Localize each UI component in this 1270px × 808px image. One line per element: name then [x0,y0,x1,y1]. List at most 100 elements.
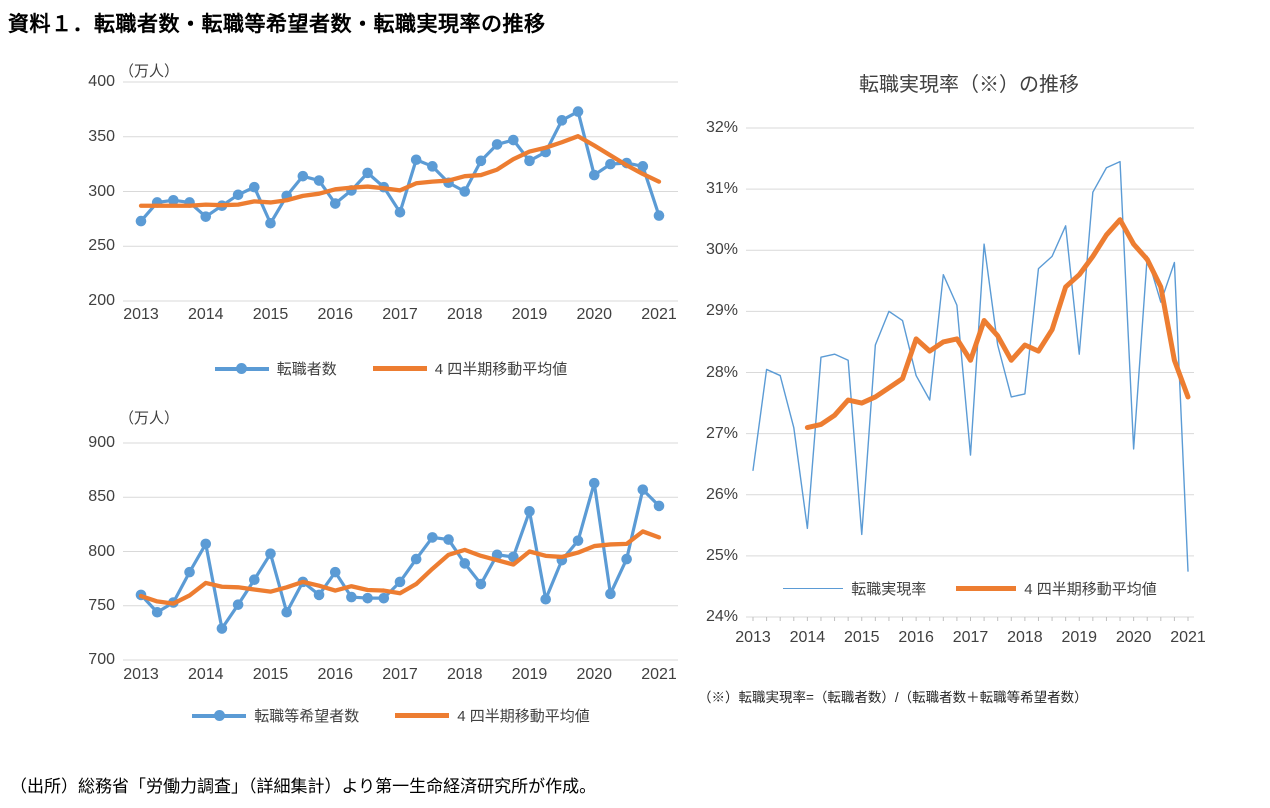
thin-line-icon [783,587,844,590]
dot-icon [236,363,248,374]
line-marker-icon [214,363,269,374]
y-tick-label: 27% [705,424,738,442]
line-icon [372,366,427,371]
chart-kibousha: （万人） 転職等希望者数 4 四半期移動平均値 900 850 800 750 700 2… [88,405,687,740]
data-point-marker [378,592,390,604]
legend-item: 4 四半期移動平均値 [372,358,568,379]
legend-label: 転職実現率 [851,581,927,598]
x-tick-label: 2013 [123,666,159,683]
data-point-marker [394,207,406,218]
x-tick-label: 2014 [187,666,224,683]
x-tick-label: 2017 [382,306,418,323]
data-point-marker [605,158,616,170]
x-tick-label: 2014 [187,306,224,323]
data-point-marker [151,606,163,618]
data-point-marker [637,484,649,495]
data-point-marker [200,538,212,550]
data-point-marker [232,599,244,610]
line-marker-icon [192,710,247,721]
x-tick-label: 2017 [952,629,989,646]
y-tick-label: 28% [705,363,738,381]
legend-jitsugenritsu: 転職実現率 4 四半期移動平均値 [746,578,1194,599]
page-title: 資料１．転職者数・転職等希望者数・転職実現率の推移 [8,13,546,36]
legend-label: 4 四半期移動平均値 [434,361,568,378]
data-point-marker [475,578,487,590]
data-point-marker [249,574,260,586]
formula-note: （※）転職実現率=（転職者数）/（転職者数＋転職等希望者数） [698,690,1088,705]
data-point-marker [524,155,535,167]
x-tick-label: 2021 [641,666,677,683]
x-tick-label: 2018 [446,666,483,683]
data-point-marker [556,115,568,126]
data-point-marker [362,167,373,179]
x-tick-label: 2018 [1007,629,1043,646]
x-tick-label: 2016 [317,306,354,323]
data-point-marker [265,548,276,559]
chart-canvas [123,442,678,661]
y-tick-label: 29% [705,302,738,320]
data-point-marker [508,134,519,146]
data-point-marker [475,155,487,167]
x-tick-label: 2014 [789,629,826,646]
x-tick-label: 2018 [446,306,483,323]
chart-jitsugenritsu: 転職実現率（※）の推移 転職実現率 4 四半期移動平均値 （※）転職実現率=（転… [688,58,1250,716]
line-icon [956,586,1017,591]
data-point-marker [313,175,325,186]
legend-item: 転職者数 [214,358,337,379]
series-line-1 [138,529,662,606]
data-point-marker [200,211,212,222]
data-point-marker [410,154,422,166]
data-point-marker [427,532,438,543]
data-point-marker [329,198,341,209]
data-point-marker [653,210,665,221]
legend-label: 転職等希望者数 [254,708,360,725]
legend-label: 転職者数 [276,361,337,378]
data-point-marker [653,500,665,512]
data-point-marker [572,106,584,117]
x-tick-label: 2020 [1115,629,1152,646]
chart-title: 転職実現率（※）の推移 [859,74,1079,96]
data-point-marker [621,553,632,565]
legend-item: 4 四半期移動平均値 [956,578,1157,599]
y-tick-label: 25% [705,546,738,564]
y-tick-label: 400 [88,73,115,90]
x-tick-label: 2020 [576,306,613,323]
legend-item: 4 四半期移動平均値 [395,705,590,726]
legend-item: 転職等希望者数 [192,705,359,726]
series-line-0 [752,160,1189,572]
x-tick-label: 2021 [1170,629,1206,646]
x-tick-label: 2013 [735,629,771,646]
legend-kibousha: 転職等希望者数 4 四半期移動平均値 [95,705,687,726]
y-tick-label: 350 [88,127,115,145]
chart-canvas [123,81,678,302]
x-tick-label: 2020 [576,666,613,683]
data-point-marker [297,170,309,182]
series-line-1 [804,217,1191,431]
x-tick-label: 2013 [123,306,159,323]
legend-tenshokusha: 転職者数 4 四半期移動平均値 [95,358,687,379]
data-point-marker [362,592,373,604]
x-tick-label: 2019 [511,306,548,323]
data-point-marker [588,477,600,489]
data-point-marker [508,551,519,563]
data-point-marker [491,139,503,150]
data-point-marker [346,591,357,603]
data-point-marker [281,606,292,618]
x-tick-label: 2019 [1061,629,1098,646]
data-point-marker [443,534,454,545]
x-tick-label: 2016 [317,666,354,683]
axis-unit-label: （万人） [119,410,180,427]
data-point-marker [459,558,471,569]
legend-label: 4 四半期移動平均値 [457,708,590,725]
y-tick-label: 700 [88,651,115,668]
y-tick-label: 750 [88,596,115,614]
axis-unit-label: （万人） [119,63,180,80]
data-point-marker [265,217,276,229]
data-point-marker [540,593,551,605]
y-tick-label: 250 [88,237,115,255]
legend-label: 4 四半期移動平均値 [1024,581,1157,598]
series-line-1 [138,134,662,208]
x-tick-label: 2015 [252,306,289,323]
chart-tenshokusha: （万人） 転職者数 4 四半期移動平均値 400 350 300 250 200 2013… [88,58,687,393]
